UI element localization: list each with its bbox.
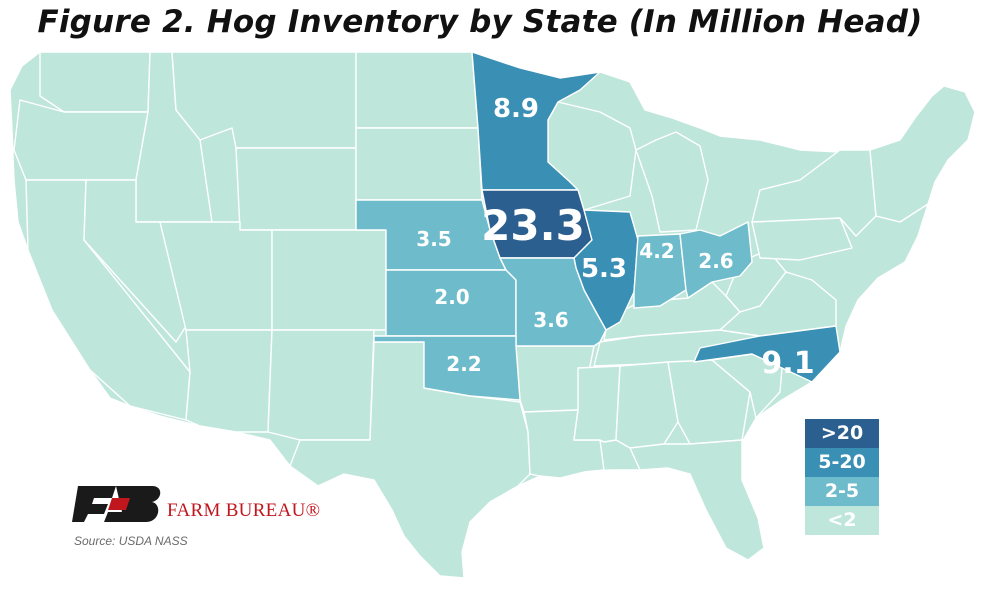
fb-mark-icon	[72, 486, 161, 522]
state-missouri	[499, 257, 607, 347]
state-value-ohio: 2.6	[698, 249, 733, 273]
state-value-oklahoma: 2.2	[446, 352, 481, 376]
state-value-iowa: 23.3	[481, 201, 585, 250]
state-wyoming	[235, 147, 357, 231]
legend: >20 5-20 2-5 <2	[805, 419, 879, 535]
farm-bureau-name: FARM BUREAU®	[167, 500, 321, 521]
legend-item-2-5: 2-5	[805, 477, 879, 506]
legend-item-lt2: <2	[805, 506, 879, 535]
state-florida	[629, 439, 765, 561]
state-south-dakota	[355, 127, 483, 201]
state-washington	[39, 51, 151, 113]
state-michigan	[635, 131, 709, 233]
state-north-carolina	[693, 325, 841, 383]
state-value-nebraska: 3.5	[416, 227, 451, 251]
legend-item-gt20: >20	[805, 419, 879, 448]
state-oklahoma	[373, 335, 521, 401]
state-value-indiana: 4.2	[639, 239, 674, 263]
state-value-illinois: 5.3	[581, 254, 627, 284]
legend-item-5-20: 5-20	[805, 448, 879, 477]
source-note: Source: USDA NASS	[74, 534, 188, 548]
state-value-missouri: 3.6	[533, 308, 568, 332]
state-texas	[289, 341, 531, 579]
state-oregon	[13, 99, 149, 181]
state-new-england	[869, 85, 976, 223]
state-colorado	[271, 229, 387, 331]
map-title: Figure 2. Hog Inventory by State (In Mil…	[37, 4, 923, 40]
state-montana	[171, 51, 357, 149]
farm-bureau-logo	[72, 486, 161, 522]
state-ohio	[679, 221, 753, 299]
state-north-dakota	[355, 51, 479, 129]
state-value-minnesota: 8.9	[493, 94, 539, 124]
state-alabama	[615, 361, 679, 449]
state-value-north-carolina: 9.1	[761, 346, 814, 381]
state-virginia	[719, 271, 837, 337]
state-arizona	[185, 329, 273, 433]
state-value-kansas: 2.0	[434, 285, 469, 309]
state-new-mexico	[267, 329, 375, 441]
state-mississippi	[573, 365, 621, 443]
